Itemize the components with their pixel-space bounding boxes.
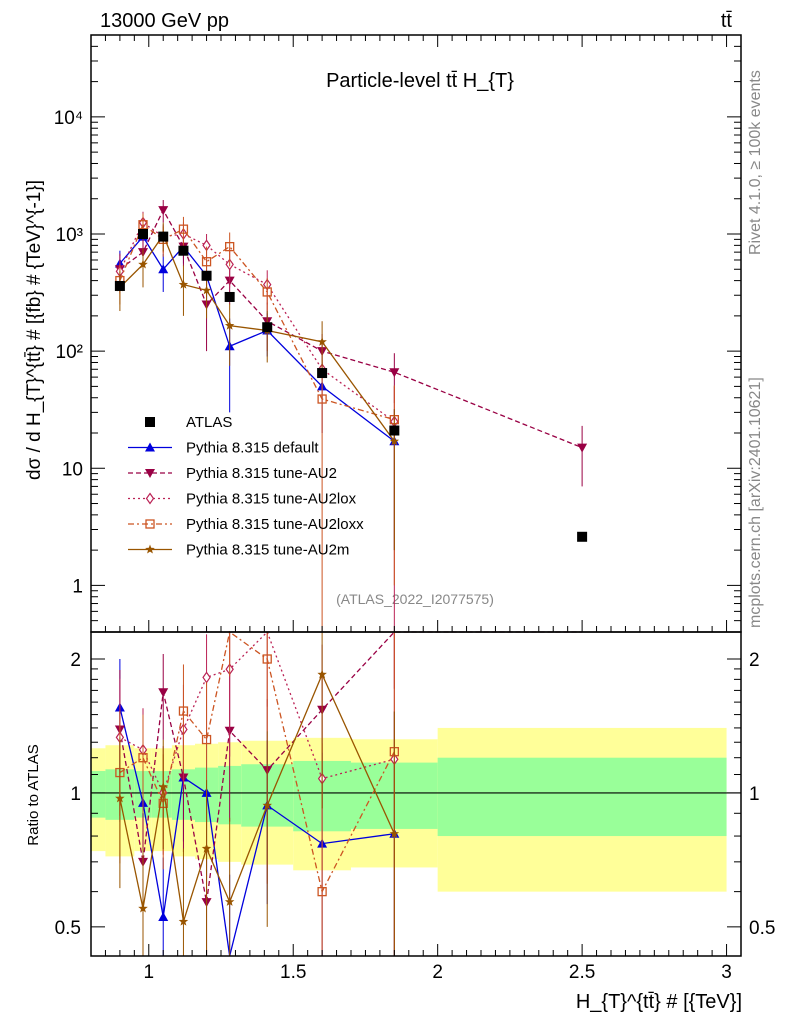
legend-marker <box>145 469 155 478</box>
ratio-tick-label-right: 0.5 <box>749 918 775 939</box>
series-4-ratio-point <box>262 800 272 810</box>
legend-label: Pythia 8.315 tune-AU2loxx <box>186 516 364 533</box>
ratio-band-inner <box>91 771 106 818</box>
ratio-tick-label: 0.5 <box>55 918 81 939</box>
atlas-point <box>389 425 400 436</box>
series-2-line <box>119 221 395 423</box>
atlas-point <box>262 322 273 333</box>
series-1-point <box>158 206 169 216</box>
atlas-point <box>201 270 212 281</box>
legend-label: ATLAS <box>186 414 232 431</box>
series-3-ratio-line <box>119 630 395 894</box>
atlas-point <box>317 368 328 379</box>
series-4-ratio-point <box>224 896 235 906</box>
legend-label: Pythia 8.315 tune-AU2lox <box>186 491 357 508</box>
legend-marker <box>145 544 155 554</box>
x-tick-label: 1 <box>143 962 154 983</box>
ratio-tick-label: 2 <box>70 650 81 671</box>
series-1-ratio-point <box>158 688 169 698</box>
series-4-point <box>389 436 400 446</box>
legend: ATLAS Pythia 8.315 default Pythia 8.315 tu… <box>128 414 364 559</box>
series-3-ratio-point <box>262 654 272 664</box>
series-2-ratio-point <box>202 671 211 684</box>
series-4-ratio-point <box>115 793 125 803</box>
x-tick-label: 1.5 <box>280 962 306 983</box>
series-1-line <box>119 208 583 449</box>
series-3-ratio-point <box>201 734 212 745</box>
series-4-ratio-point <box>317 669 327 679</box>
ratio-axis-title: Ratio to ATLAS <box>25 744 42 845</box>
atlas-point <box>158 231 169 242</box>
series-0-ratio-point <box>158 911 169 921</box>
series-4-ratio-point <box>138 903 148 913</box>
series-3-point <box>138 220 148 230</box>
ratio-bands <box>91 727 741 892</box>
series-3-point <box>225 241 235 252</box>
legend-marker <box>145 492 155 505</box>
atlas-point <box>224 291 235 302</box>
series-3-ratio-point <box>178 706 189 716</box>
series-4-point <box>224 320 235 330</box>
series-4-point <box>201 285 212 295</box>
series-3-ratio-point <box>138 753 148 763</box>
rivet-label: Rivet 4.1.0, ≥ 100k events <box>747 70 764 255</box>
series-0-point <box>158 264 169 274</box>
series-3-point <box>178 224 189 234</box>
series-4-point <box>317 336 327 346</box>
series-3-point <box>201 257 212 267</box>
y-axis-title: dσ / d H_{T}^{tt̄} # [{fb} # {TeV}^{-1}] <box>24 180 45 480</box>
x-tick-label: 2 <box>432 962 443 983</box>
series-1-point <box>389 368 400 378</box>
legend-label: Pythia 8.315 tune-AU2 <box>186 465 337 482</box>
legend-marker <box>145 519 155 529</box>
y-tick-label: 10² <box>56 342 83 363</box>
ratio-series <box>114 630 583 957</box>
ratio-plot-frame <box>90 631 742 957</box>
ratio-band-inner <box>437 757 727 837</box>
ratio-tick-label: 1 <box>70 784 81 805</box>
y-tick-label: 10³ <box>56 225 83 246</box>
atlas-point <box>178 245 189 256</box>
x-tick-label: 3 <box>721 962 732 983</box>
atlas-point <box>138 229 148 239</box>
chart-title: Particle-level tt̄ H_{T} <box>326 70 514 92</box>
series-4-ratio-point <box>178 916 189 926</box>
axis-ticks: 1 1.5 2 2.5 3 1 10 10² 10³ 10⁴ 0.5 0.5 1 1 2 2 <box>54 34 775 983</box>
series-0-line <box>119 235 395 442</box>
y-tick-label: 10 <box>62 459 83 480</box>
legend-label: Pythia 8.315 default <box>186 440 319 457</box>
y-tick-label: 10⁴ <box>54 108 83 129</box>
process-label: tt̄ <box>721 10 733 32</box>
series-4-ratio-point <box>158 781 168 791</box>
ratio-tick-label-right: 1 <box>749 784 760 805</box>
series-1-point <box>577 443 588 453</box>
x-tick-label: 2.5 <box>569 962 595 983</box>
main-series <box>114 200 588 632</box>
energy-label: 13000 GeV pp <box>100 10 229 32</box>
x-axis-title: H_{T}^{tt̄} # [{TeV}] <box>576 991 742 1013</box>
series-3-point <box>262 287 272 297</box>
series-3-point <box>317 394 327 404</box>
series-4-point <box>138 259 148 269</box>
atlas-point <box>577 531 588 542</box>
atlas-point <box>114 280 125 291</box>
series-4-ratio-point <box>389 828 400 838</box>
series-3-line <box>119 223 395 421</box>
ratio-tick-label-right: 2 <box>749 650 760 671</box>
legend-marker <box>145 442 155 452</box>
y-tick-label: 1 <box>72 576 83 597</box>
legend-marker-atlas <box>145 417 155 427</box>
legend-label: Pythia 8.315 tune-AU2m <box>186 542 349 559</box>
series-4-ratio-point <box>201 843 212 853</box>
mcplots-label: mcplots.cern.ch [arXiv:2401.10621] <box>747 377 764 628</box>
series-1-ratio-line <box>119 631 583 903</box>
series-3-ratio-point <box>317 886 327 897</box>
analysis-id-label: (ATLAS_2022_I2077575) <box>336 591 494 607</box>
series-4-point <box>178 279 189 289</box>
